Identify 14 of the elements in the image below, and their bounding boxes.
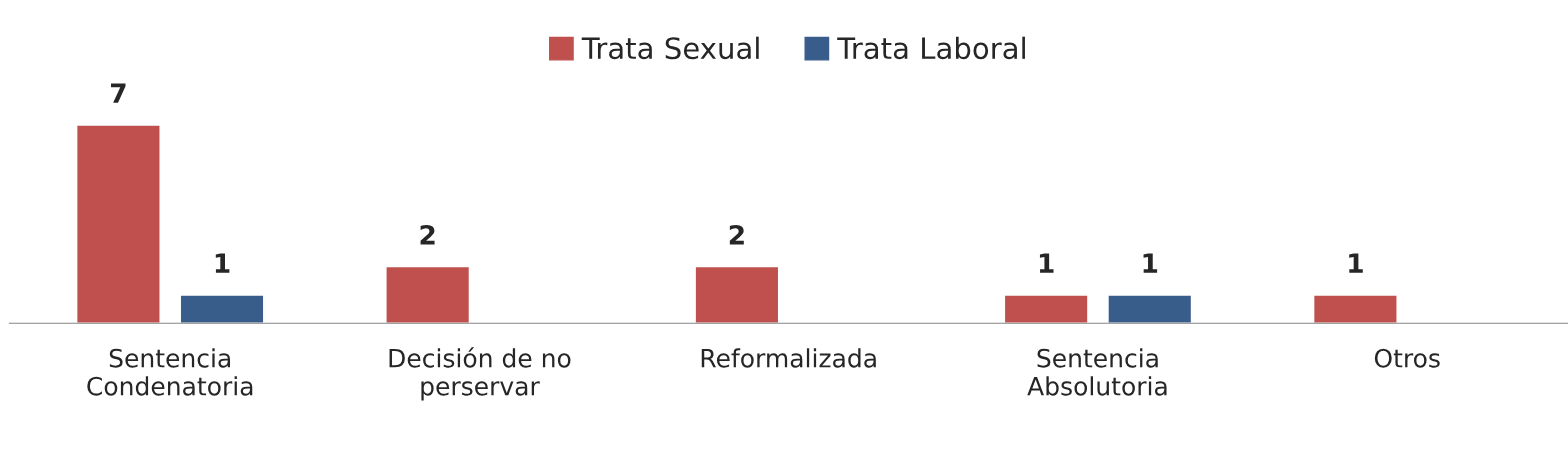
data-label: 1 (1039, 253, 1054, 273)
x-tick-label: Sentencia Condenatoria (87, 348, 253, 396)
data-label: 2 (729, 224, 744, 245)
data-label: 1 (1349, 253, 1363, 273)
data-label: 7 (111, 83, 126, 103)
legend-label: Trata Sexual (581, 36, 759, 60)
data-label: 1 (1143, 253, 1158, 273)
data-label: 1 (215, 253, 230, 273)
legend-label: Trata Laboral (837, 36, 1025, 60)
data-label: 2 (420, 224, 435, 245)
x-tick-label: Sentencia Absolutoria (1027, 348, 1167, 396)
x-tick-label: Reformalizada (701, 348, 876, 368)
x-tick-label: Decisión de no perservar (389, 347, 571, 401)
x-tick-label: Otros (1374, 348, 1440, 368)
